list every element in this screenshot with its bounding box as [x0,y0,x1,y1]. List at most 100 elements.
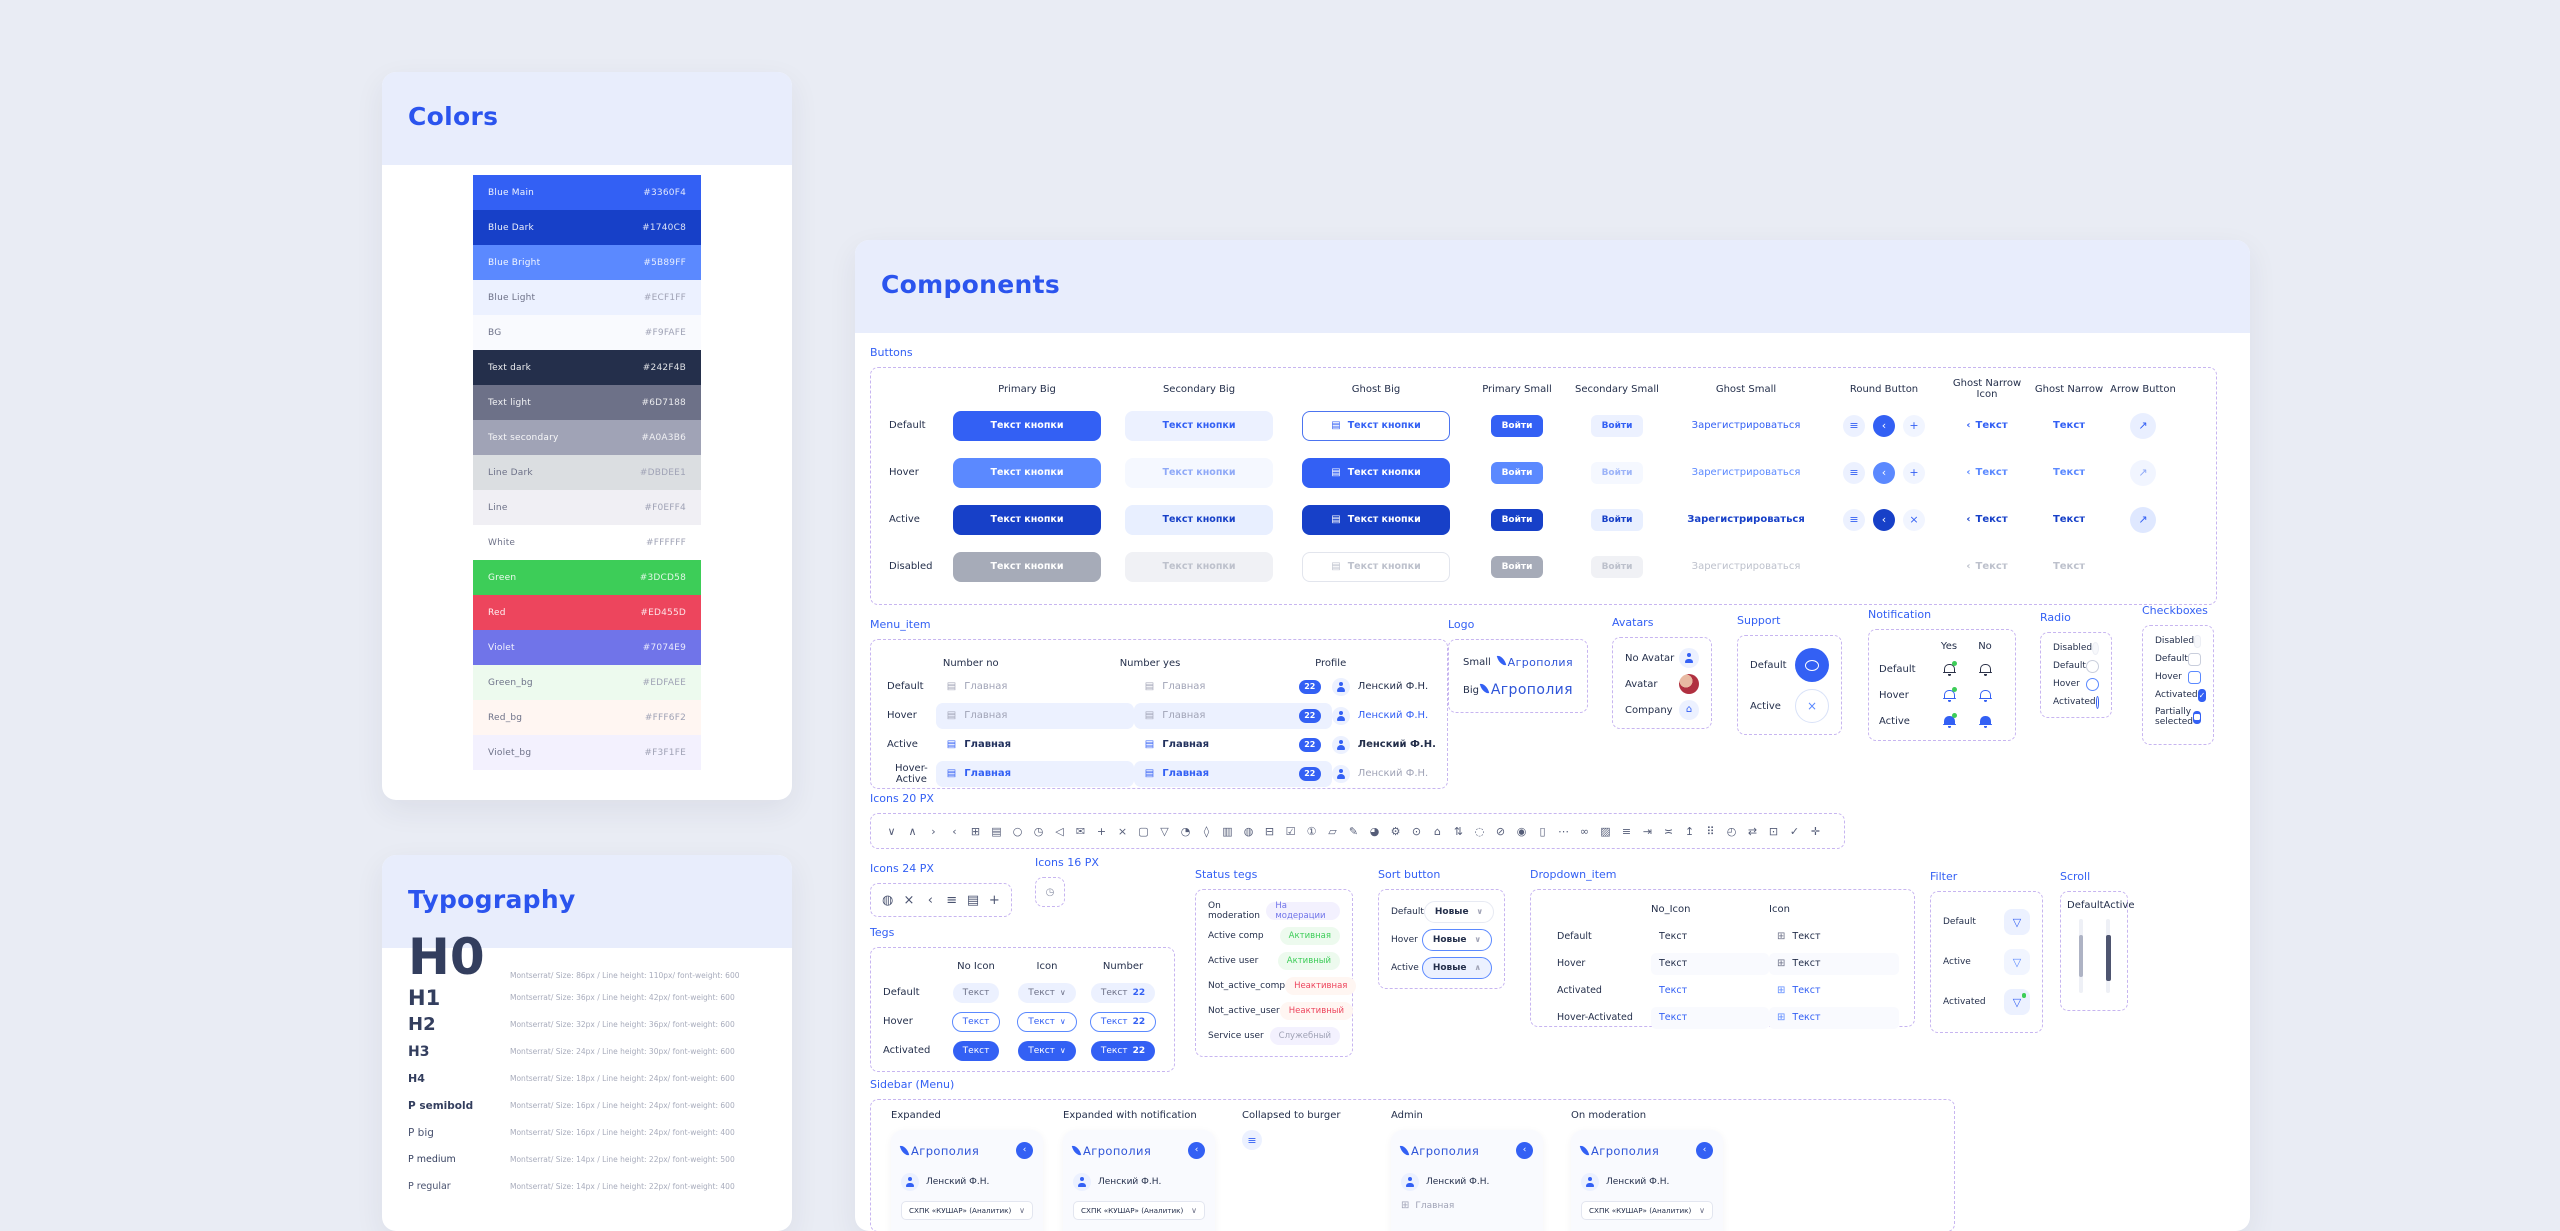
tag-icon-hover[interactable]: Текст [1017,1011,1077,1032]
support-chat-button[interactable] [1795,648,1829,682]
primary-big-disabled[interactable]: Текст кнопки [953,551,1101,582]
ghost-narrow-icon-hover[interactable]: Текст [1966,467,2008,478]
dropdown-item-default[interactable]: Текст [1659,931,1688,942]
user-row[interactable]: Ленский Ф.Н. [1581,1173,1713,1191]
sidebar-item-main[interactable]: Главная [1401,1201,1533,1211]
checkbox-hover[interactable] [2188,670,2201,684]
scrollbar-thumb-active[interactable] [2105,935,2111,981]
round-menu-button[interactable] [1843,414,1865,437]
secondary-big-hover[interactable]: Текст кнопки [1125,457,1273,488]
radio-activated[interactable] [2095,695,2099,709]
collapse-button[interactable] [1016,1142,1033,1159]
ghost-big-hover[interactable]: Текст кнопки [1302,457,1450,488]
company-select[interactable]: СХПК «КУШАР» (Аналитик) [1073,1201,1205,1220]
primary-big-default[interactable]: Текст кнопки [953,410,1101,441]
secondary-big-disabled[interactable]: Текст кнопки [1125,551,1273,582]
round-menu-button-hover[interactable] [1843,461,1865,484]
ghost-small-default[interactable]: Зарегистрироваться [1691,420,1801,431]
tag-hover[interactable]: Текст [951,1011,1001,1032]
dropdown-item-icon-hover[interactable]: Текст [1792,958,1821,969]
user-row[interactable]: Ленский Ф.Н. [1401,1173,1533,1191]
ghost-narrow-icon-disabled[interactable]: Текст [1966,561,2008,572]
checkbox-disabled[interactable] [2194,634,2201,648]
filter-button-activated[interactable] [2004,989,2030,1015]
secondary-small-hover[interactable]: Войти [1591,461,1643,484]
dropdown-item-icon-hover-activated[interactable]: Текст [1792,1012,1821,1023]
profile-item-default[interactable]: Ленский Ф.Н. [1331,677,1428,696]
profile-item-hover-active[interactable]: Ленский Ф.Н. [1331,764,1428,783]
primary-small-disabled[interactable]: Войти [1491,555,1543,578]
user-row[interactable]: Ленский Ф.Н. [901,1173,1033,1191]
round-collapse-button-hover[interactable] [1873,461,1895,484]
tag-activated[interactable]: Текст [952,1040,1000,1061]
user-row[interactable]: Ленский Ф.Н. [1073,1173,1205,1191]
dropdown-item-hover-activated[interactable]: Текст [1659,1012,1688,1023]
tag-icon-activated[interactable]: Текст [1018,1040,1076,1061]
arrow-button-default[interactable] [2130,412,2156,439]
primary-big-hover[interactable]: Текст кнопки [953,457,1101,488]
secondary-big-default[interactable]: Текст кнопки [1125,410,1273,441]
menu-item-hover-active[interactable]: Главная [935,760,1134,787]
collapse-button[interactable] [1516,1142,1533,1159]
profile-item-active[interactable]: Ленский Ф.Н. [1331,735,1436,754]
primary-big-active[interactable]: Текст кнопки [953,504,1101,535]
bell-icon[interactable] [1977,713,1993,729]
secondary-small-default[interactable]: Войти [1591,414,1643,437]
ghost-big-default[interactable]: Текст кнопки [1302,410,1450,441]
tag-icon-default[interactable]: Текст [1018,982,1076,1003]
secondary-big-active[interactable]: Текст кнопки [1125,504,1273,535]
ghost-small-hover[interactable]: Зарегистрироваться [1691,467,1801,478]
scrollbar-thumb-default[interactable] [2078,935,2083,977]
profile-item-hover[interactable]: Ленский Ф.Н. [1331,706,1428,725]
company-avatar-icon[interactable] [1679,700,1699,720]
burger-button[interactable] [1242,1130,1262,1150]
bell-notification-icon[interactable] [1941,713,1957,729]
round-menu-button-active[interactable] [1843,508,1865,531]
menu-item-active[interactable]: Главная [936,732,1134,758]
no-avatar-icon[interactable] [1679,648,1699,668]
sort-button-default[interactable]: Новые [1423,901,1495,923]
tag-number-activated[interactable]: Текст 22 [1090,1040,1156,1061]
ghost-small-active[interactable]: Зарегистрироваться [1687,514,1805,525]
dropdown-item-activated[interactable]: Текст [1659,985,1688,996]
ghost-narrow-active[interactable]: Текст [2052,514,2086,525]
ghost-small-disabled[interactable]: Зарегистрироваться [1691,561,1801,572]
primary-small-default[interactable]: Войти [1491,414,1543,437]
ghost-narrow-hover[interactable]: Текст [2052,467,2086,478]
radio-disabled[interactable] [2092,641,2099,655]
round-add-button[interactable] [1903,414,1925,437]
checkbox-default[interactable] [2188,652,2201,666]
company-select[interactable]: СХПК «КУШАР» (Аналитик) [1581,1201,1713,1220]
radio-default[interactable] [2086,659,2099,673]
checkbox-partially-selected[interactable] [2192,710,2201,724]
bell-icon[interactable] [1977,661,1993,677]
sort-button-active[interactable]: Новые [1421,957,1492,979]
ghost-narrow-default[interactable]: Текст [2052,420,2086,431]
support-close-button[interactable] [1795,689,1829,723]
ghost-big-disabled[interactable]: Текст кнопки [1302,551,1450,582]
menu-item-default[interactable]: Главная [936,674,1134,700]
filter-button-default[interactable] [2004,909,2030,935]
round-add-button-hover[interactable] [1903,461,1925,484]
dropdown-item-hover[interactable]: Текст [1659,958,1688,969]
secondary-small-active[interactable]: Войти [1591,508,1643,531]
arrow-button-active[interactable] [2130,506,2156,533]
arrow-button-hover[interactable] [2130,459,2156,486]
ghost-narrow-icon-active[interactable]: Текст [1966,514,2008,525]
sort-button-hover[interactable]: Новые [1421,929,1492,951]
checkbox-activated[interactable] [2197,688,2207,702]
primary-small-hover[interactable]: Войти [1491,461,1543,484]
company-select[interactable]: СХПК «КУШАР» (Аналитик) [901,1201,1033,1220]
secondary-small-disabled[interactable]: Войти [1591,555,1643,578]
menu-item-hover[interactable]: Главная [935,702,1134,729]
tag-number-hover[interactable]: Текст 22 [1089,1011,1157,1032]
round-close-button-active[interactable] [1903,508,1925,531]
dropdown-item-icon-default[interactable]: Текст [1792,931,1821,942]
tag-default[interactable]: Текст [952,982,1000,1003]
bell-notification-icon[interactable] [1941,661,1957,677]
avatar-photo[interactable] [1679,674,1699,694]
